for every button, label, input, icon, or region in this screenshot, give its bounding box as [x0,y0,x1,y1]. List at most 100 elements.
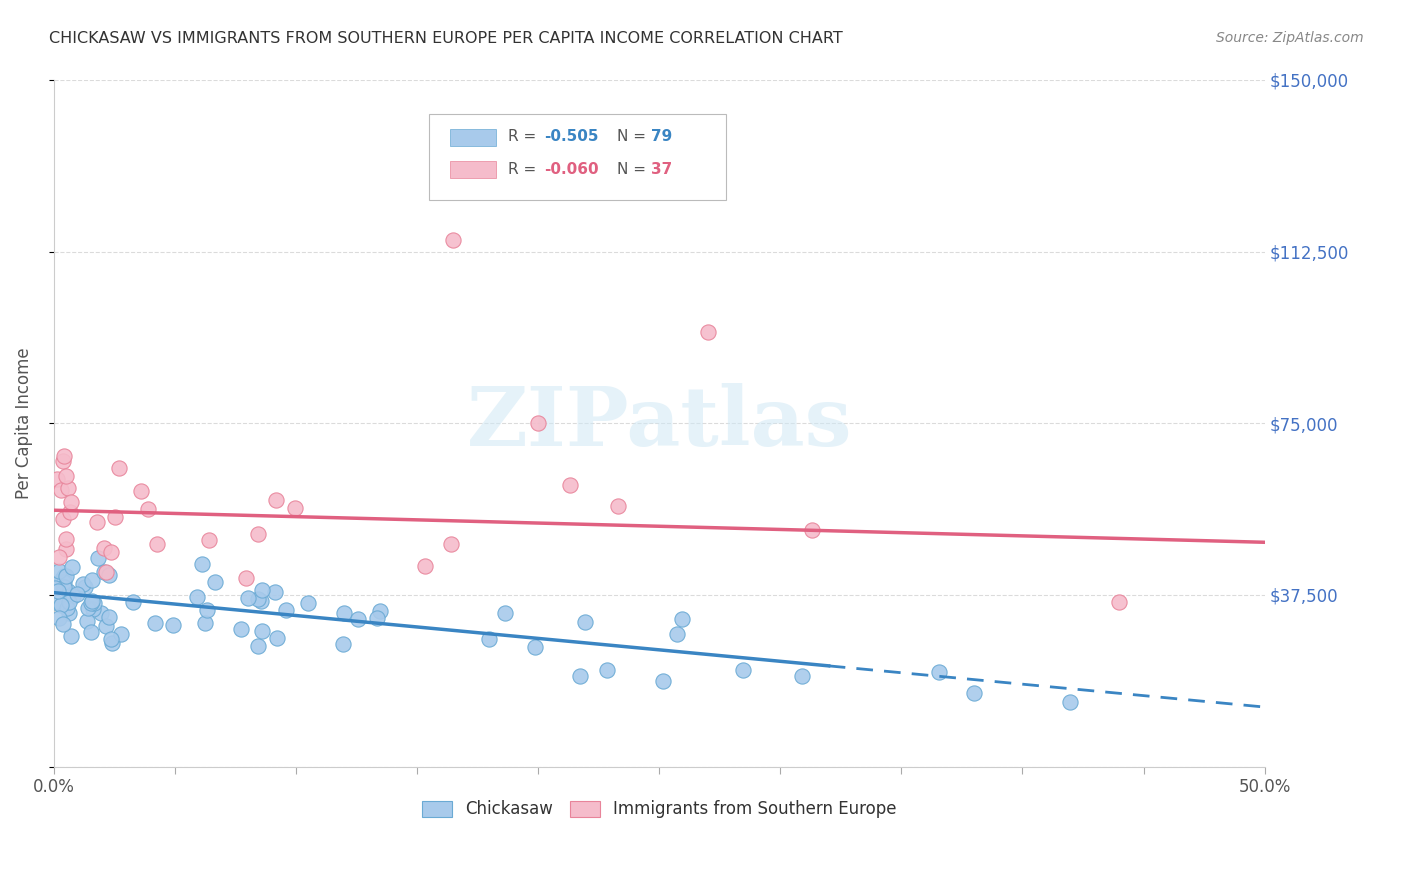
Point [51,572,73,586]
Point [731,663,754,677]
Point [52,575,75,590]
Point [100,632,122,646]
Point [671,612,693,626]
Point [56,482,79,496]
Point [94,565,117,579]
Point [80,593,103,607]
Y-axis label: Per Capita Income: Per Capita Income [15,348,32,500]
Point [97,568,120,582]
Point [250,583,273,598]
Point [494,606,516,620]
Legend: Chickasaw, Immigrants from Southern Europe: Chickasaw, Immigrants from Southern Euro… [416,796,901,823]
Point [86,515,108,529]
Point [93,541,115,555]
Point [45,472,67,486]
Point [48,611,70,625]
Point [574,615,596,629]
Point [90,607,112,621]
Point [145,537,167,551]
Point [191,557,214,571]
Text: R =: R = [508,129,541,145]
Point [264,492,287,507]
Point [235,571,257,585]
Point [52,580,75,594]
Point [80,596,103,610]
Point [51,599,73,613]
Point [284,500,307,515]
Point [696,325,718,339]
Point [93,566,115,580]
Point [246,639,269,653]
Point [560,477,582,491]
Point [52,450,75,464]
Text: 79: 79 [651,129,672,145]
Point [55,541,77,556]
Point [368,604,391,618]
Point [55,468,77,483]
Point [56,601,79,615]
Point [52,512,75,526]
Point [606,499,628,513]
Point [524,640,547,654]
Point [963,686,986,700]
Point [229,622,252,636]
Point [44,577,66,591]
Point [86,550,108,565]
Point [801,524,824,538]
Text: -0.060: -0.060 [544,161,599,177]
FancyBboxPatch shape [429,114,725,200]
Point [62,589,84,603]
Point [82,601,104,615]
Text: N =: N = [617,129,651,145]
Point [59,505,82,519]
Point [596,663,619,677]
Point [58,607,80,621]
Point [250,594,273,608]
Point [48,549,70,564]
Point [928,665,950,679]
Point [264,584,287,599]
Text: -0.505: -0.505 [544,129,599,145]
Point [48,564,70,578]
Text: CHICKASAW VS IMMIGRANTS FROM SOUTHERN EUROPE PER CAPITA INCOME CORRELATION CHART: CHICKASAW VS IMMIGRANTS FROM SOUTHERN EU… [49,31,844,46]
Point [56,584,79,599]
Bar [450,128,496,146]
Point [51,483,73,497]
Point [46,584,69,599]
Point [198,533,221,547]
Text: Source: ZipAtlas.com: Source: ZipAtlas.com [1216,31,1364,45]
Text: R =: R = [508,161,541,177]
Point [60,629,83,643]
Point [1059,696,1081,710]
Point [413,559,436,574]
Point [59,495,82,509]
Point [77,600,100,615]
Point [66,587,89,601]
Point [53,568,76,582]
Point [83,596,105,610]
Point [104,510,127,524]
Point [204,575,226,590]
Point [110,627,132,641]
Point [60,559,83,574]
Point [250,624,273,638]
Point [440,536,463,550]
Point [346,612,368,626]
Point [108,461,131,475]
Point [247,591,270,606]
Point [162,618,184,632]
Point [94,619,117,633]
Point [366,610,388,624]
Point [478,632,501,646]
Text: 37: 37 [651,161,672,177]
Text: ZIPatlas: ZIPatlas [467,384,852,463]
Point [266,631,288,645]
Point [52,454,75,468]
Point [44,595,66,609]
Point [143,616,166,631]
Point [193,615,215,630]
Point [58,595,80,609]
Point [236,591,259,606]
Point [44,581,66,595]
Point [186,590,208,604]
